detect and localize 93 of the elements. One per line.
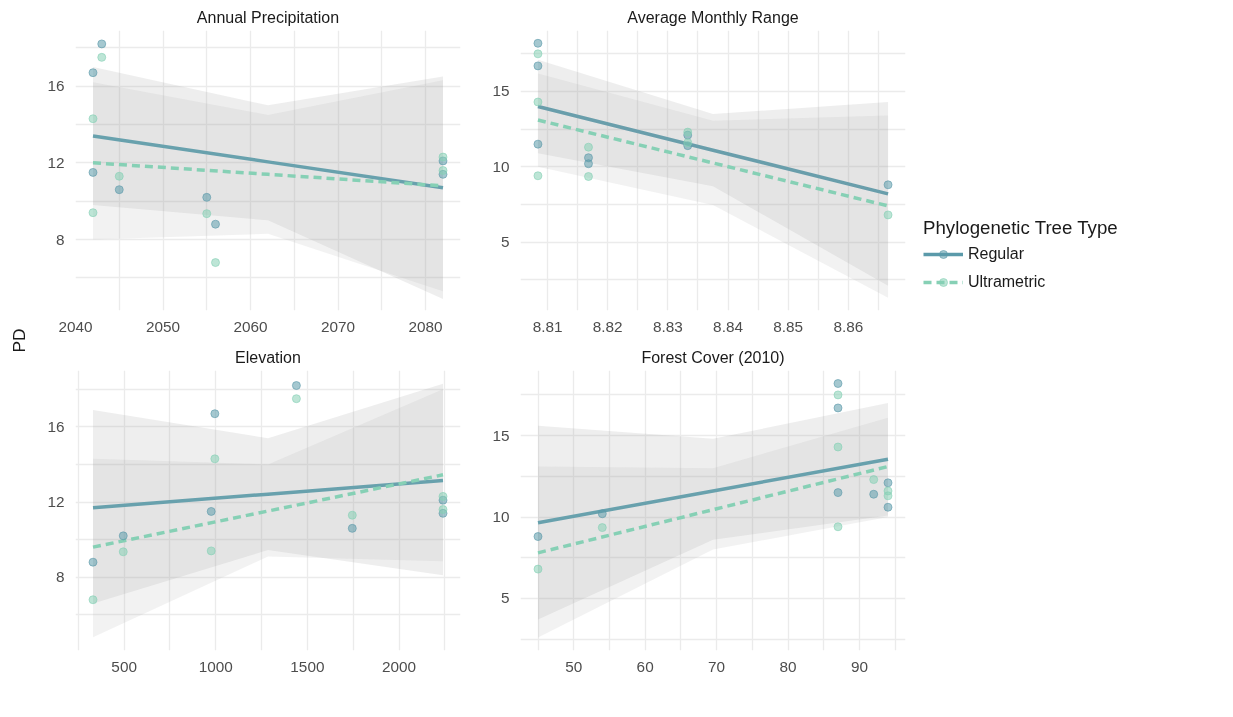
x-tick-label: 1500 <box>290 657 325 675</box>
point <box>97 39 107 49</box>
point <box>597 523 607 533</box>
x-tick-label: 8.82 <box>592 317 623 335</box>
point <box>533 97 543 107</box>
chart-title: Forest Cover (2010) <box>641 348 785 366</box>
point <box>883 210 893 220</box>
point <box>118 547 128 557</box>
point <box>533 532 543 542</box>
x-tick-label: 2070 <box>320 317 356 335</box>
point <box>210 409 220 419</box>
point <box>883 478 893 488</box>
point <box>114 185 124 195</box>
point <box>347 523 357 533</box>
x-tick-label: 60 <box>636 657 654 675</box>
point <box>833 403 843 413</box>
point <box>833 522 843 532</box>
point <box>583 172 593 182</box>
x-tick-label: 2040 <box>58 317 93 335</box>
y-tick-label: 8 <box>55 230 65 248</box>
point <box>533 38 543 48</box>
legend-label: Ultrametric <box>968 273 1046 291</box>
point <box>883 486 893 496</box>
point <box>202 192 212 202</box>
x-tick-label: 8.84 <box>713 317 744 335</box>
point <box>533 564 543 574</box>
point <box>210 454 220 464</box>
point <box>88 114 98 124</box>
y-tick-label: 8 <box>55 568 65 586</box>
point <box>88 68 98 78</box>
point <box>833 390 843 400</box>
y-tick-label: 5 <box>500 233 510 251</box>
y-tick-label: 12 <box>47 153 65 171</box>
point <box>118 531 128 541</box>
x-tick-label: 50 <box>565 657 583 675</box>
point <box>211 258 220 268</box>
x-tick-label: 2080 <box>408 317 443 335</box>
point <box>583 159 593 169</box>
y-tick-label: 10 <box>492 157 510 175</box>
chart-title: Average Monthly Range <box>627 8 799 26</box>
y-tick-label: 5 <box>500 589 510 607</box>
point <box>833 442 843 452</box>
x-tick-label: 2050 <box>145 317 181 335</box>
x-tick-label: 70 <box>708 657 726 675</box>
point <box>202 209 212 219</box>
point <box>211 219 220 229</box>
legend-label: Regular <box>968 245 1025 263</box>
x-tick-label: 8.81 <box>532 317 563 335</box>
point <box>88 208 98 218</box>
point <box>291 394 301 404</box>
y-tick-label: 16 <box>47 417 65 435</box>
point <box>869 475 879 485</box>
point <box>206 546 216 556</box>
point <box>291 381 301 391</box>
point <box>833 488 843 498</box>
point <box>533 49 543 59</box>
point <box>533 139 543 149</box>
point <box>883 502 893 512</box>
y-tick-label: 15 <box>492 426 510 444</box>
x-tick-label: 8.86 <box>833 317 864 335</box>
x-tick-label: 90 <box>850 657 868 675</box>
x-tick-label: 2000 <box>381 657 417 675</box>
point <box>438 491 448 501</box>
chart-title: Elevation <box>235 348 301 366</box>
point <box>533 61 543 71</box>
point <box>438 166 448 175</box>
x-tick-label: 1000 <box>198 657 233 675</box>
point <box>438 152 448 162</box>
point <box>883 180 893 190</box>
point <box>869 489 879 499</box>
point <box>533 171 543 181</box>
point <box>88 595 98 605</box>
legend-title: Phylogenetic Tree Type <box>923 217 1118 239</box>
x-tick-label: 2060 <box>233 317 268 335</box>
x-tick-label: 8.83 <box>652 317 683 335</box>
x-tick-label: 8.85 <box>773 317 804 335</box>
x-tick-label: 80 <box>779 657 797 675</box>
point <box>88 167 98 177</box>
y-tick-label: 15 <box>492 82 510 100</box>
point <box>597 509 607 519</box>
point <box>114 171 124 181</box>
y-axis-title: PD <box>8 328 29 353</box>
point <box>88 557 98 567</box>
y-tick-label: 16 <box>47 77 65 95</box>
point <box>347 510 357 520</box>
point <box>206 506 216 516</box>
point <box>583 142 593 152</box>
y-tick-label: 12 <box>47 493 65 511</box>
point <box>97 52 107 62</box>
point <box>833 379 843 389</box>
x-tick-label: 500 <box>111 657 137 675</box>
y-tick-label: 10 <box>492 508 510 526</box>
chart-title: Annual Precipitation <box>196 8 340 26</box>
